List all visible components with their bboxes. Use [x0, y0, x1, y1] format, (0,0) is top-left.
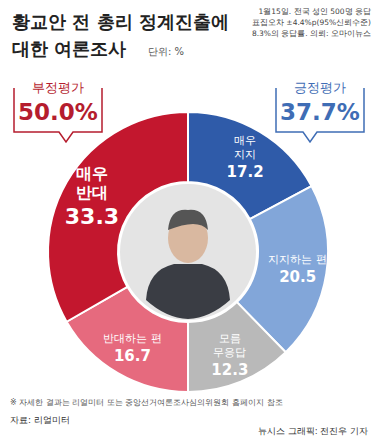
text-line: 표집오차 ±4.4%p(95%신뢰수준) — [252, 18, 371, 27]
source: 자료: 리얼미터 — [10, 415, 70, 425]
group-name: 긍정평가 — [294, 80, 346, 95]
value-label: 17.2 — [227, 163, 264, 181]
credit: 뉴시스 그래픽: 전진우 기자 — [258, 426, 368, 436]
text-line: 반대하는 편 — [103, 332, 162, 345]
category-label: 반대하는 편 — [103, 332, 162, 345]
portrait-hair — [168, 210, 208, 230]
text-line: 반대 — [76, 183, 108, 202]
value-label: 16.7 — [114, 347, 151, 365]
text-line: 매우 — [76, 164, 108, 183]
portrait — [120, 184, 256, 320]
category-label: 지지하는 편 — [268, 253, 327, 266]
value-label: 20.5 — [279, 268, 316, 286]
group-callout: 긍정평가 37.7% — [276, 80, 364, 142]
text-line: 무응답 — [213, 346, 246, 359]
group-callout: 부정평가 50.0% — [14, 80, 102, 142]
data-labels: 매우지지17.2지지하는 편20.5모름무응답12.3반대하는 편16.7매우반… — [65, 134, 327, 379]
text-line: 매우 — [234, 134, 256, 147]
group-value: 37.7% — [280, 99, 360, 125]
text-line: 지지 — [234, 148, 256, 161]
donut: 매우지지17.2지지하는 편20.5모름무응답12.3반대하는 편16.7매우반… — [48, 112, 328, 392]
category-label: 매우지지 — [234, 134, 256, 161]
group-value: 50.0% — [18, 99, 98, 125]
text-line: 모름 — [219, 332, 241, 345]
chart: 황교안 전 총리 정계진출에대한 여론조사단위: %1월15일. 전국 성인 5… — [0, 0, 376, 442]
title: 황교안 전 총리 정계진출에대한 여론조사 — [12, 11, 229, 59]
slices — [48, 112, 328, 392]
footnote: ※ 자세한 결과는 리얼미터 또는 중앙선거여론조사심의위원회 홈페이지 참조 — [10, 398, 283, 407]
callout-bubble — [14, 88, 102, 142]
portrait-figure — [146, 264, 230, 319]
callout-bubble — [276, 88, 364, 142]
category-label: 매우반대 — [76, 164, 108, 202]
group-name: 부정평가 — [32, 80, 84, 95]
text-line: 지지하는 편 — [268, 253, 327, 266]
value-label: 12.3 — [211, 361, 248, 379]
text-line: 1월15일. 전국 성인 500명 응답 — [258, 7, 371, 16]
text-line: 8.3%의 응답률. 의뢰: 오마이뉴스 — [252, 29, 371, 38]
text-line: 대한 여론조사 — [12, 38, 126, 59]
category-label: 모름무응답 — [213, 332, 246, 359]
text-line: 황교안 전 총리 정계진출에 — [12, 11, 229, 32]
unit: 단위: % — [148, 46, 184, 57]
value-label: 33.3 — [65, 204, 119, 229]
note: 1월15일. 전국 성인 500명 응답표집오차 ±4.4%p(95%신뢰수준)… — [252, 7, 371, 38]
